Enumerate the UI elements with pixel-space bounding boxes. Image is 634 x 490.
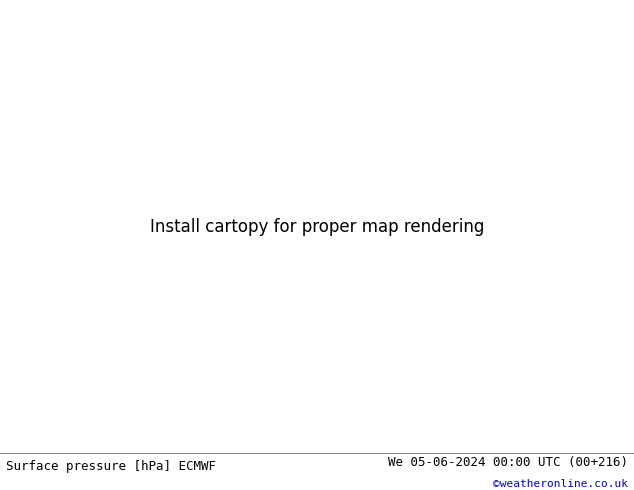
Text: ©weatheronline.co.uk: ©weatheronline.co.uk [493, 480, 628, 490]
Text: We 05-06-2024 00:00 UTC (00+216): We 05-06-2024 00:00 UTC (00+216) [387, 456, 628, 469]
Text: Install cartopy for proper map rendering: Install cartopy for proper map rendering [150, 218, 484, 236]
Text: Surface pressure [hPa] ECMWF: Surface pressure [hPa] ECMWF [6, 460, 216, 473]
